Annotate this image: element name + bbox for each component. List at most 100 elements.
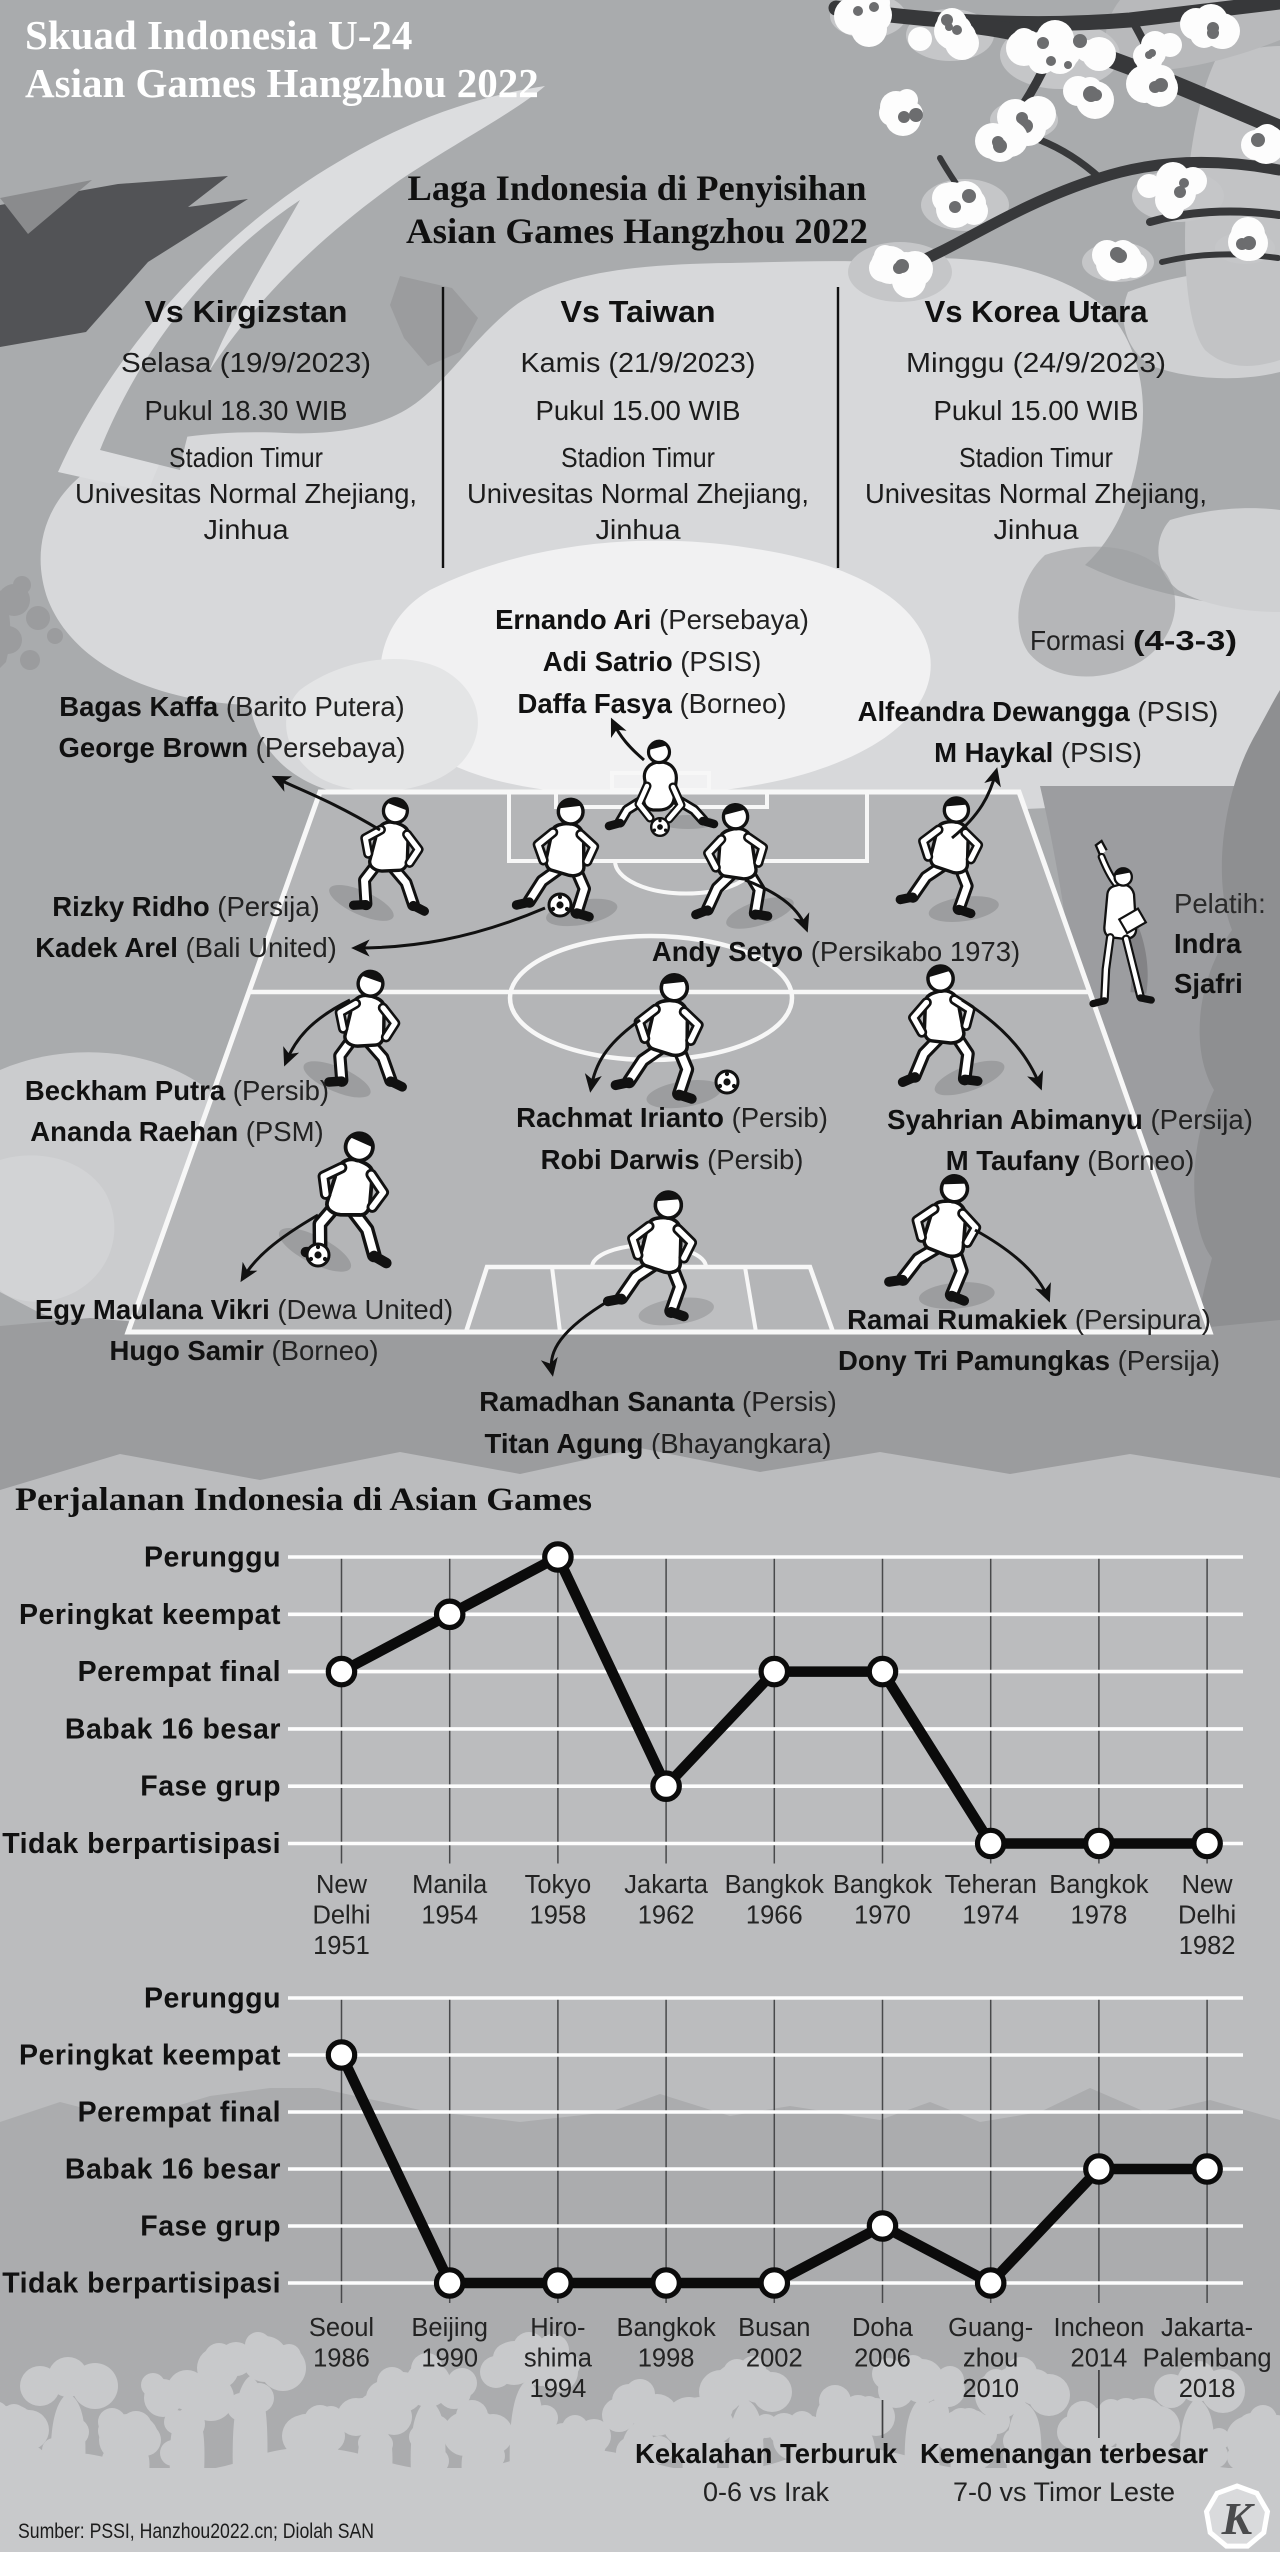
svg-text:New: New <box>316 1871 368 1899</box>
svg-text:Busan: Busan <box>738 2314 810 2342</box>
svg-text:Fase grup: Fase grup <box>140 2211 281 2243</box>
svg-text:Minggu (24/9/2023): Minggu (24/9/2023) <box>906 347 1166 378</box>
svg-text:Jakarta: Jakarta <box>624 1871 708 1899</box>
svg-text:M Taufany (Borneo): M Taufany (Borneo) <box>946 1145 1195 1176</box>
svg-text:Univesitas Normal Zhejiang,: Univesitas Normal Zhejiang, <box>467 478 809 509</box>
svg-text:Guang-: Guang- <box>948 2314 1033 2342</box>
svg-text:Pukul 15.00 WIB: Pukul 15.00 WIB <box>934 395 1139 426</box>
svg-text:Jinhua: Jinhua <box>596 514 681 545</box>
svg-text:Stadion Timur: Stadion Timur <box>169 442 323 473</box>
svg-text:Fase grup: Fase grup <box>140 1771 281 1803</box>
svg-text:Univesitas Normal Zhejiang,: Univesitas Normal Zhejiang, <box>75 478 417 509</box>
svg-text:Tidak berpartisipasi: Tidak berpartisipasi <box>2 2268 281 2300</box>
svg-text:1974: 1974 <box>962 1902 1019 1930</box>
svg-text:2002: 2002 <box>746 2345 803 2373</box>
svg-text:zhou: zhou <box>963 2345 1018 2373</box>
svg-text:2010: 2010 <box>962 2375 1019 2403</box>
svg-text:Delhi: Delhi <box>312 1902 370 1930</box>
svg-text:1954: 1954 <box>421 1902 478 1930</box>
svg-text:Perjalanan Indonesia di Asian: Perjalanan Indonesia di Asian Games <box>15 1482 592 1518</box>
svg-text:M Haykal (PSIS): M Haykal (PSIS) <box>934 737 1142 768</box>
svg-text:Andy Setyo (Persikabo 1973): Andy Setyo (Persikabo 1973) <box>652 936 1020 967</box>
svg-text:Alfeandra Dewangga (PSIS): Alfeandra Dewangga (PSIS) <box>858 696 1219 727</box>
svg-text:Perempat final: Perempat final <box>78 2097 281 2129</box>
svg-text:Bangkok: Bangkok <box>1049 1871 1148 1899</box>
svg-text:Titan Agung (Bhayangkara): Titan Agung (Bhayangkara) <box>485 1428 832 1459</box>
svg-text:Asian Games Hangzhou 2022: Asian Games Hangzhou 2022 <box>406 211 868 251</box>
svg-text:(4-3-3): (4-3-3) <box>1133 625 1237 656</box>
svg-text:Adi Satrio (PSIS): Adi Satrio (PSIS) <box>543 646 762 677</box>
svg-text:Skuad Indonesia U-24: Skuad Indonesia U-24 <box>25 12 412 58</box>
svg-text:1982: 1982 <box>1179 1932 1236 1960</box>
svg-text:Babak 16 besar: Babak 16 besar <box>65 2154 281 2186</box>
svg-text:Tidak berpartisipasi: Tidak berpartisipasi <box>2 1828 281 1860</box>
svg-text:Peringkat keempat: Peringkat keempat <box>19 2040 281 2072</box>
svg-text:Daffa Fasya (Borneo): Daffa Fasya (Borneo) <box>517 688 786 719</box>
svg-text:shima: shima <box>524 2345 593 2373</box>
svg-text:1998: 1998 <box>638 2345 695 2373</box>
svg-text:Kadek Arel (Bali United): Kadek Arel (Bali United) <box>35 932 337 963</box>
svg-text:Pukul 18.30 WIB: Pukul 18.30 WIB <box>145 395 348 426</box>
svg-text:Jinhua: Jinhua <box>204 514 289 545</box>
svg-text:Egy Maulana Vikri (Dewa United: Egy Maulana Vikri (Dewa United) <box>35 1294 453 1325</box>
svg-text:Pelatih:: Pelatih: <box>1174 888 1266 919</box>
svg-text:1994: 1994 <box>530 2375 587 2403</box>
svg-text:Ernando Ari (Persebaya): Ernando Ari (Persebaya) <box>495 604 809 635</box>
svg-text:Teheran: Teheran <box>945 1871 1037 1899</box>
svg-text:Selasa (19/9/2023): Selasa (19/9/2023) <box>121 347 371 378</box>
svg-text:Sumber: PSSI, Hanzhou2022.cn;: Sumber: PSSI, Hanzhou2022.cn; Diolah SAN <box>18 2520 374 2543</box>
svg-text:Kekalahan Terburuk: Kekalahan Terburuk <box>635 2438 897 2469</box>
svg-text:Jinhua: Jinhua <box>994 514 1079 545</box>
svg-text:0-6 vs Irak: 0-6 vs Irak <box>703 2477 830 2507</box>
svg-text:Syahrian Abimanyu (Persija): Syahrian Abimanyu (Persija) <box>887 1104 1253 1135</box>
svg-text:Kemenangan terbesar: Kemenangan terbesar <box>920 2438 1208 2469</box>
svg-text:1970: 1970 <box>854 1902 911 1930</box>
svg-text:Tokyo: Tokyo <box>525 1871 592 1899</box>
svg-text:Bangkok: Bangkok <box>833 1871 932 1899</box>
svg-text:1986: 1986 <box>313 2345 370 2373</box>
svg-text:Formasi: Formasi <box>1030 625 1125 656</box>
svg-text:Hiro-: Hiro- <box>530 2314 585 2342</box>
svg-text:Hugo Samir (Borneo): Hugo Samir (Borneo) <box>110 1335 379 1366</box>
svg-text:Perunggu: Perunggu <box>144 1542 281 1574</box>
svg-text:2018: 2018 <box>1179 2375 1236 2403</box>
svg-text:Pukul 15.00 WIB: Pukul 15.00 WIB <box>536 395 741 426</box>
svg-text:George Brown (Persebaya): George Brown (Persebaya) <box>59 732 406 763</box>
svg-text:Delhi: Delhi <box>1178 1902 1236 1930</box>
svg-text:Vs Korea Utara: Vs Korea Utara <box>925 294 1149 329</box>
svg-text:Incheon: Incheon <box>1054 2314 1145 2342</box>
svg-text:Seoul: Seoul <box>309 2314 374 2342</box>
svg-text:New: New <box>1182 1871 1234 1899</box>
svg-text:Jakarta-: Jakarta- <box>1161 2314 1253 2342</box>
svg-text:Ramai Rumakiek (Persipura): Ramai Rumakiek (Persipura) <box>847 1304 1211 1335</box>
svg-text:Ramadhan Sananta (Persis): Ramadhan Sananta (Persis) <box>479 1386 837 1417</box>
svg-text:Sjafri: Sjafri <box>1174 968 1243 999</box>
svg-text:1958: 1958 <box>530 1902 587 1930</box>
svg-text:Perunggu: Perunggu <box>144 1983 281 2015</box>
svg-text:Bangkok: Bangkok <box>616 2314 715 2342</box>
svg-text:1990: 1990 <box>421 2345 478 2373</box>
svg-text:Babak 16 besar: Babak 16 besar <box>65 1713 281 1745</box>
svg-text:Perempat final: Perempat final <box>78 1656 281 1688</box>
svg-text:Indra: Indra <box>1174 928 1242 959</box>
svg-text:Doha: Doha <box>852 2314 914 2342</box>
svg-text:1966: 1966 <box>746 1902 803 1930</box>
svg-text:2006: 2006 <box>854 2345 911 2373</box>
svg-text:Beckham Putra (Persib): Beckham Putra (Persib) <box>25 1075 329 1106</box>
svg-text:1951: 1951 <box>313 1932 370 1960</box>
svg-text:Peringkat keempat: Peringkat keempat <box>19 1599 281 1631</box>
svg-text:Stadion Timur: Stadion Timur <box>561 442 715 473</box>
svg-text:Laga Indonesia di Penyisihan: Laga Indonesia di Penyisihan <box>408 168 867 208</box>
svg-text:Bangkok: Bangkok <box>725 1871 824 1899</box>
svg-text:Stadion Timur: Stadion Timur <box>959 442 1113 473</box>
svg-text:Vs Kirgizstan: Vs Kirgizstan <box>145 294 348 329</box>
svg-text:7-0 vs Timor Leste: 7-0 vs Timor Leste <box>953 2477 1175 2507</box>
svg-text:2014: 2014 <box>1071 2345 1128 2373</box>
svg-text:Bagas Kaffa (Barito Putera): Bagas Kaffa (Barito Putera) <box>59 691 404 722</box>
svg-text:Ananda Raehan (PSM): Ananda Raehan (PSM) <box>30 1116 323 1147</box>
svg-text:K: K <box>1221 2493 1256 2544</box>
svg-text:Beijing: Beijing <box>411 2314 488 2342</box>
svg-text:Robi Darwis (Persib): Robi Darwis (Persib) <box>541 1144 804 1175</box>
svg-text:Asian Games Hangzhou 2022: Asian Games Hangzhou 2022 <box>25 60 539 106</box>
svg-text:Kamis (21/9/2023): Kamis (21/9/2023) <box>521 347 756 378</box>
